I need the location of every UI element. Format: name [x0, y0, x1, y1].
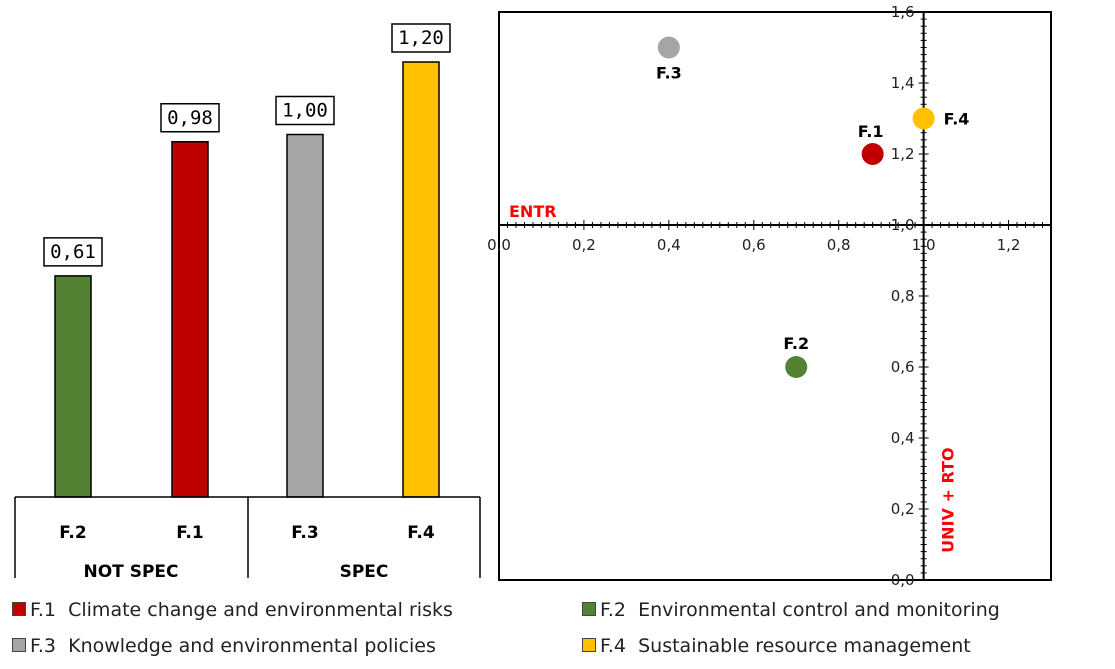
bar-f4 [402, 61, 440, 498]
group-label: SPEC [340, 562, 389, 582]
x-tick-label: 0,4 [657, 236, 681, 254]
x-tick-label: 0,2 [572, 236, 596, 254]
point-label: F.3 [656, 64, 682, 83]
bar-chart: 0,61 0,98 1,00 1,20 F.2 F.1 F.3 F.4 NOT SPEC SPEC [14, 23, 481, 582]
point-label: F.1 [858, 122, 884, 141]
x-tick-label: 0,8 [827, 236, 851, 254]
x-tick-label: 0,6 [742, 236, 766, 254]
bar-f3 [286, 133, 324, 498]
bar-f1 [171, 141, 209, 498]
category-label: F.4 [407, 523, 435, 543]
data-label: 1,20 [398, 27, 444, 49]
category-label: F.2 [59, 523, 86, 543]
y-tick-label: 0,8 [891, 287, 915, 305]
legend-swatch-f3 [12, 637, 26, 652]
legend-text: Sustainable resource management [638, 635, 971, 657]
x-tick-label: 0,0 [487, 236, 511, 254]
point-f2 [785, 356, 808, 378]
x-tick-label: 1,0 [912, 236, 936, 254]
legend-code: F.4 [600, 635, 627, 657]
data-label: 0,98 [167, 107, 213, 129]
category-label: F.3 [291, 523, 318, 543]
y-tick-label: 1,6 [891, 3, 915, 21]
y-tick-label: 0,6 [891, 358, 915, 376]
legend-swatch-f2 [582, 601, 596, 616]
point-label: F.4 [944, 110, 970, 129]
legend-text: Climate change and environmental risks [68, 599, 453, 621]
legend-item-f1: F.1 Climate change and environmental ris… [12, 596, 453, 624]
y-tick-label: 0,2 [891, 500, 915, 518]
y-tick-label: 0,0 [891, 571, 915, 589]
legend: F.1 Climate change and environmental ris… [12, 596, 1112, 666]
y-axis-label: UNIV + RTO [939, 447, 958, 552]
group-label: NOT SPEC [84, 562, 179, 582]
y-tick-label: 1,4 [891, 74, 915, 92]
legend-code: F.1 [30, 599, 57, 621]
legend-item-f2: F.2 Environmental control and monitoring [582, 596, 1000, 624]
data-label: 0,61 [50, 241, 96, 263]
y-tick-label: 1,2 [891, 145, 915, 163]
data-label-box [43, 237, 103, 267]
data-label-box [275, 95, 335, 126]
bar-f2 [54, 275, 92, 498]
legend-swatch-f1 [12, 601, 26, 616]
data-label-box [391, 23, 451, 53]
scatter-chart: 0,0 0,2 0,4 0,6 0,8 1,0 1,2 0,0 0,2 0,4 0,6 0,8 1,0 1… [487, 3, 1052, 589]
category-label: F.1 [176, 523, 203, 543]
point-f4 [912, 107, 935, 130]
x-tick-label: 1,2 [997, 236, 1021, 254]
legend-item-f4: F.4 Sustainable resource management [582, 632, 971, 660]
y-tick-label: 1,0 [891, 216, 915, 234]
legend-text: Knowledge and environmental policies [68, 635, 436, 657]
legend-code: F.3 [30, 635, 57, 657]
legend-text: Environmental control and monitoring [638, 599, 1000, 621]
legend-code: F.2 [600, 599, 627, 621]
point-f3 [657, 36, 680, 59]
legend-item-f3: F.3 Knowledge and environmental policies [12, 632, 436, 660]
legend-swatch-f4 [582, 637, 596, 652]
data-label-box [160, 103, 220, 133]
point-f1 [861, 143, 884, 165]
x-axis-label: ENTR [509, 202, 557, 221]
plot-area [498, 11, 1052, 581]
point-label: F.2 [783, 334, 809, 353]
data-label: 1,00 [282, 100, 328, 122]
y-tick-label: 0,4 [891, 429, 915, 447]
